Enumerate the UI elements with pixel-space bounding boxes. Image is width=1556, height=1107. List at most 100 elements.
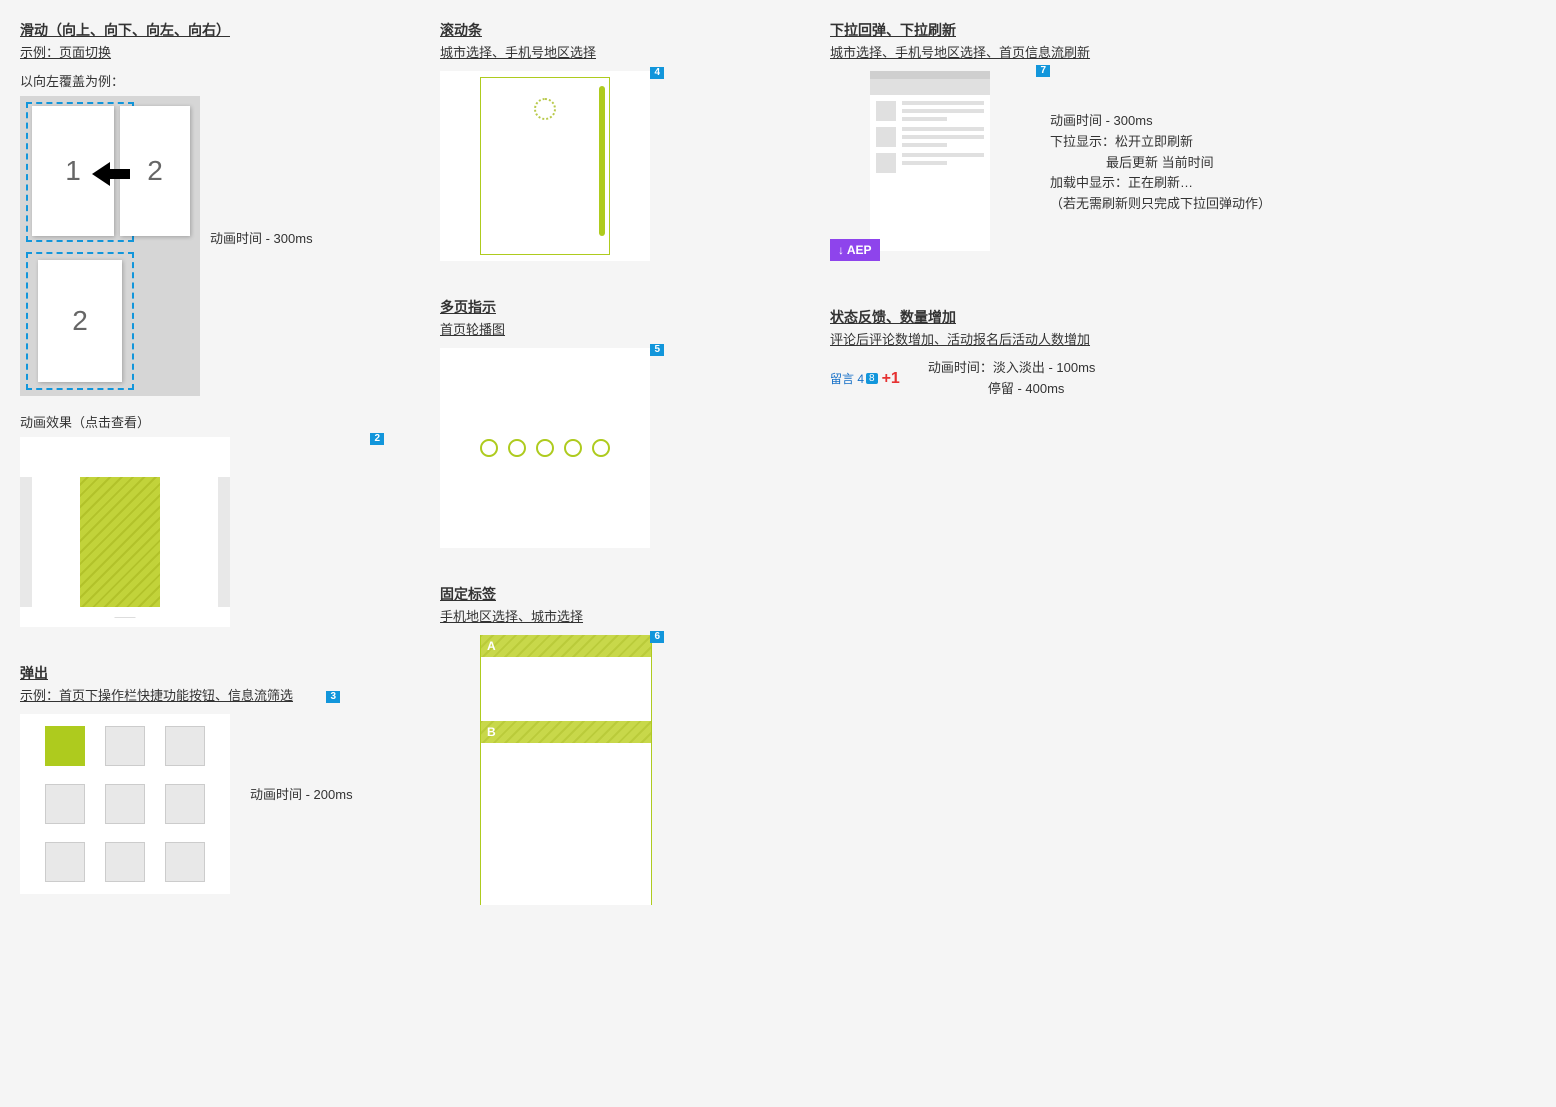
aep-button[interactable]: ↓ AEP [830, 239, 880, 261]
status-widget-badge: 8 [866, 373, 878, 384]
popup-wrap: 动画时间 - 200ms [20, 714, 380, 894]
scroll-frame [440, 71, 650, 261]
column-2: 滚动条 城市选择、手机号地区选择 4 多页指示 首页轮播图 [440, 20, 770, 941]
pull-notes: 动画时间 - 300ms 下拉显示：松开立即刷新 最后更新 当前时间 加载中显示… [1050, 111, 1271, 251]
pull-phone-wrap: ↓ AEP 7 [870, 71, 990, 251]
section-fixed: 固定标签 手机地区选择、城市选择 A B 6 [440, 584, 770, 905]
status-row: 留言 4 8 +1 动画时间：淡入淡出 - 100ms 停留 - 400ms [830, 358, 1330, 400]
scroll-subtitle: 城市选择、手机号地区选择 [440, 42, 770, 61]
fixed-band-b-label: B [487, 725, 496, 739]
scroll-wrap: 4 [440, 71, 660, 261]
slide-title: 滑动（向上、向下、向左、向右） [20, 20, 380, 40]
slide-card-2-label: 2 [147, 155, 163, 187]
popup-cell-6[interactable] [165, 784, 205, 824]
scrollbar[interactable] [599, 86, 605, 236]
phone-lines [902, 153, 984, 173]
popup-subtitle-wrap: 示例：首页下操作栏快捷功能按钮、信息流筛选 3 [20, 685, 380, 704]
fixed-band-a[interactable]: A [481, 635, 651, 657]
slide-example-label: 以向左覆盖为例： [20, 71, 380, 90]
column-1: 滑动（向上、向下、向左、向右） 示例：页面切换 以向左覆盖为例： 2 1 [20, 20, 380, 930]
phone-header [870, 79, 990, 95]
section-scroll: 滚动条 城市选择、手机号地区选择 4 [440, 20, 770, 261]
status-note-1: 动画时间：淡入淡出 - 100ms [928, 358, 1096, 379]
section-popup: 弹出 示例：首页下操作栏快捷功能按钮、信息流筛选 3 [20, 663, 380, 894]
phone-row-2 [870, 121, 990, 147]
popup-cell-2[interactable] [105, 726, 145, 766]
pull-note-4: 加载中显示：正在刷新… [1050, 173, 1271, 194]
popup-badge: 3 [326, 691, 340, 703]
popup-frame [20, 714, 230, 894]
popup-cell-4[interactable] [45, 784, 85, 824]
fixed-band-b[interactable]: B [481, 721, 651, 743]
phone-row-3 [870, 147, 990, 173]
pull-badge: 7 [1036, 65, 1050, 77]
fixed-subtitle: 手机地区选择、城市选择 [440, 606, 770, 625]
spinner-icon [534, 98, 556, 120]
phone-row-1 [870, 95, 990, 121]
status-widget[interactable]: 留言 4 8 +1 [830, 370, 900, 388]
phone-thumb [876, 101, 896, 121]
indicator-dots [440, 439, 650, 457]
indicator-badge: 5 [650, 344, 664, 356]
section-status: 状态反馈、数量增加 评论后评论数增加、活动报名后活动人数增加 留言 4 8 +1… [830, 307, 1330, 400]
pull-note-3: 最后更新 当前时间 [1050, 153, 1271, 174]
phone-thumb [876, 153, 896, 173]
phone-line [902, 101, 984, 105]
popup-grid [32, 726, 218, 882]
phone-lines [902, 127, 984, 147]
phone-lines [902, 101, 984, 121]
phone-line [902, 153, 984, 157]
indicator-dot[interactable] [536, 439, 554, 457]
popup-cell-5[interactable] [105, 784, 145, 824]
indicator-subtitle: 首页轮播图 [440, 319, 770, 338]
indicator-dot[interactable] [592, 439, 610, 457]
phone-line-short [902, 117, 947, 121]
status-notes: 动画时间：淡入淡出 - 100ms 停留 - 400ms [928, 358, 1096, 400]
popup-duration: 动画时间 - 200ms [250, 784, 353, 803]
section-pull: 下拉回弹、下拉刷新 城市选择、手机号地区选择、首页信息流刷新 [830, 20, 1330, 251]
section-slide: 滑动（向上、向下、向左、向右） 示例：页面切换 以向左覆盖为例： 2 1 [20, 20, 380, 627]
indicator-dot[interactable] [564, 439, 582, 457]
status-subtitle: 评论后评论数增加、活动报名后活动人数增加 [830, 329, 1330, 348]
gallery-center-hatched [80, 477, 160, 607]
indicator-wrap: 5 [440, 348, 660, 548]
slide-gallery[interactable]: ——— [20, 437, 230, 627]
popup-cell-1[interactable] [45, 726, 85, 766]
slide-card-1-label: 1 [65, 155, 81, 187]
pull-title: 下拉回弹、下拉刷新 [830, 20, 1330, 40]
indicator-dot[interactable] [480, 439, 498, 457]
arrow-left-icon [92, 162, 110, 186]
slide-gallery-wrap: ——— 2 [20, 437, 380, 627]
gallery-side-left [20, 477, 32, 607]
gallery-caption: ——— [20, 614, 230, 621]
status-widget-label: 留言 4 [830, 370, 864, 387]
phone-line [902, 109, 984, 113]
popup-cell-8[interactable] [105, 842, 145, 882]
phone-thumb [876, 127, 896, 147]
slide-subtitle: 示例：页面切换 [20, 42, 380, 61]
slide-card-2b: 2 [38, 260, 122, 382]
popup-cell-9[interactable] [165, 842, 205, 882]
popup-cell-7[interactable] [45, 842, 85, 882]
indicator-dot[interactable] [508, 439, 526, 457]
slide-card-2b-label: 2 [72, 305, 88, 337]
slide-badge: 2 [370, 433, 384, 445]
fixed-title: 固定标签 [440, 584, 770, 604]
fixed-band-a-label: A [487, 639, 496, 653]
phone-statusbar [870, 71, 990, 79]
slide-card-2: 2 [120, 106, 190, 236]
columns-root: 滑动（向上、向下、向左、向右） 示例：页面切换 以向左覆盖为例： 2 1 [20, 20, 1536, 941]
indicator-title: 多页指示 [440, 297, 770, 317]
scroll-inner [480, 77, 610, 255]
fixed-wrap: A B 6 [440, 635, 660, 905]
phone-line [902, 135, 984, 139]
phone-line-short [902, 161, 947, 165]
slide-frame: 2 1 2 [20, 96, 200, 396]
pull-wrap: ↓ AEP 7 动画时间 - 300ms 下拉显示：松开立即刷新 最后更新 当前… [830, 71, 1330, 251]
section-indicator: 多页指示 首页轮播图 5 [440, 297, 770, 548]
pull-note-2: 下拉显示：松开立即刷新 [1050, 132, 1271, 153]
popup-cell-3[interactable] [165, 726, 205, 766]
fixed-badge: 6 [650, 631, 664, 643]
slide-effect-label: 动画效果（点击查看） [20, 412, 380, 431]
phone-frame [870, 71, 990, 251]
